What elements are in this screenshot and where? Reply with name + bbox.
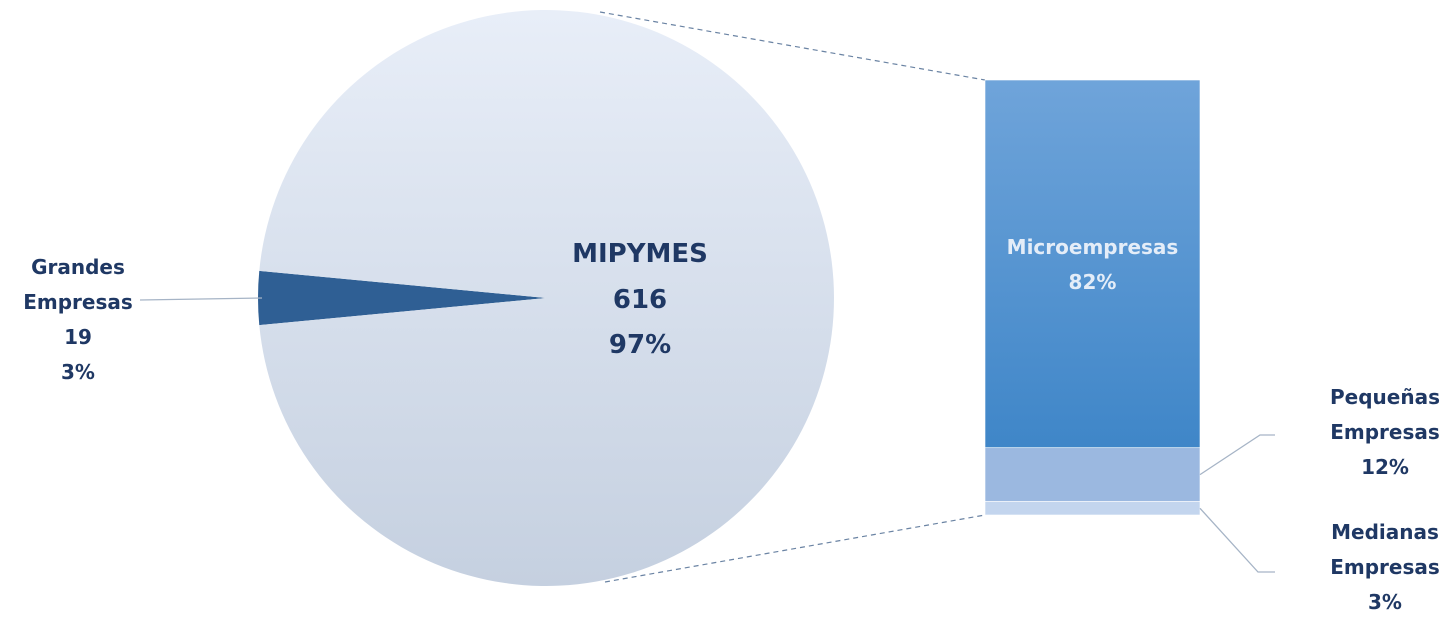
label-text: 97%: [608, 330, 672, 360]
leader-line: [1199, 507, 1275, 573]
bar-segment: [984, 447, 1201, 502]
pie-label: Grandes Empresas 19 3%: [13, 250, 143, 390]
label-text: 3%: [1368, 590, 1402, 614]
label-text: 82%: [1068, 270, 1117, 294]
bar-segment: [984, 501, 1201, 516]
leader-line: [139, 297, 263, 301]
label-text: Grandes Empresas: [23, 255, 133, 314]
bar-label: Medianas Empresas 3%: [1315, 515, 1455, 620]
leader-line: [1199, 434, 1275, 476]
connector: [599, 11, 986, 81]
label-text: 12%: [1361, 455, 1409, 479]
pie-label: MIPYMES 616 97%: [572, 232, 708, 369]
label-text: 19: [64, 325, 92, 349]
bar-label: Pequeñas Empresas 12%: [1315, 380, 1455, 485]
pie-slice: [258, 270, 546, 326]
label-text: 616: [612, 284, 668, 315]
pie-slice: [259, 10, 834, 586]
label-text: Medianas Empresas: [1330, 520, 1440, 579]
connector: [604, 514, 986, 583]
label-text: MIPYMES: [572, 239, 708, 269]
label-text: Microempresas: [1006, 235, 1179, 259]
label-text: 3%: [61, 360, 95, 384]
bar-segment: [984, 79, 1201, 449]
bar-label: Microempresas 82%: [1007, 230, 1179, 300]
label-text: Pequeñas Empresas: [1330, 385, 1440, 444]
